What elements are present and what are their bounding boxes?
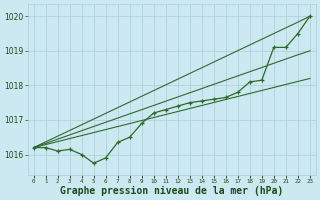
X-axis label: Graphe pression niveau de la mer (hPa): Graphe pression niveau de la mer (hPa) xyxy=(60,186,283,196)
